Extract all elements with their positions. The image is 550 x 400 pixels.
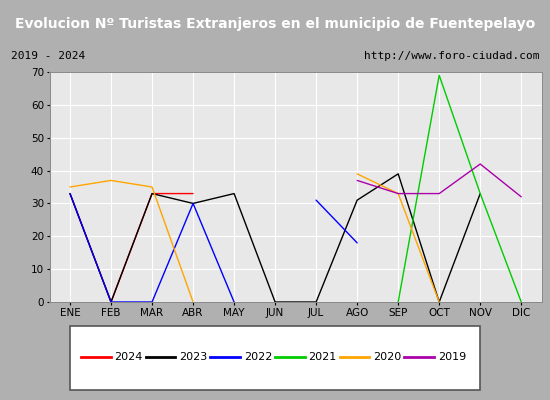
Text: Evolucion Nº Turistas Extranjeros en el municipio de Fuentepelayo: Evolucion Nº Turistas Extranjeros en el … [15, 17, 535, 31]
Text: 2019: 2019 [438, 352, 466, 362]
Text: 2022: 2022 [244, 352, 272, 362]
FancyBboxPatch shape [70, 326, 480, 390]
Text: 2023: 2023 [179, 352, 207, 362]
Text: http://www.foro-ciudad.com: http://www.foro-ciudad.com [364, 51, 539, 61]
Text: 2021: 2021 [309, 352, 337, 362]
Text: 2019 - 2024: 2019 - 2024 [11, 51, 85, 61]
Text: 2024: 2024 [114, 352, 143, 362]
Text: 2020: 2020 [373, 352, 402, 362]
